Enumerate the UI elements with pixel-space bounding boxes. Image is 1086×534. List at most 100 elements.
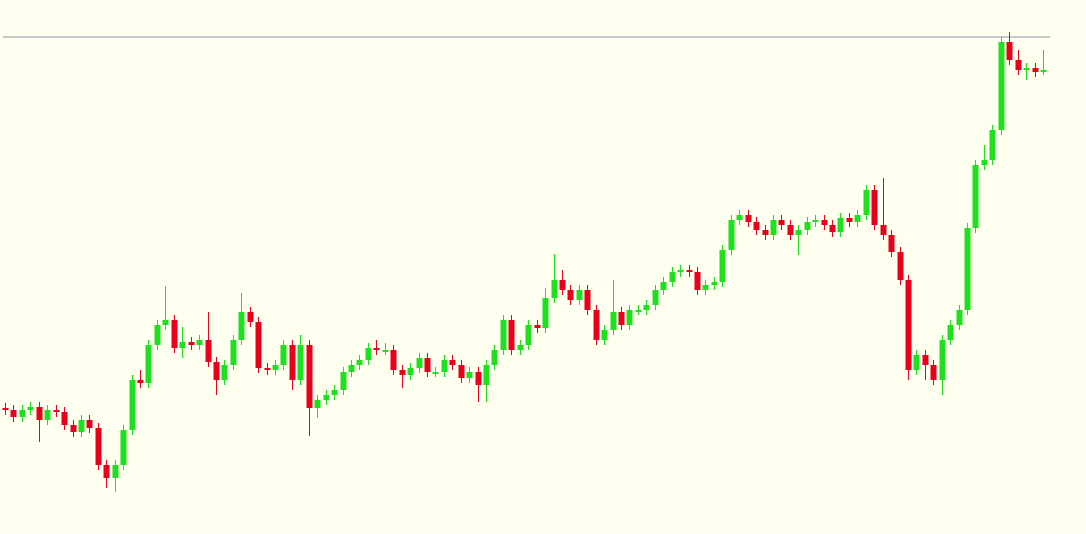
candle-body bbox=[736, 215, 743, 220]
candle-body bbox=[804, 222, 811, 230]
candle-body bbox=[795, 230, 802, 235]
candle-body bbox=[247, 312, 254, 322]
candle-body bbox=[19, 410, 26, 417]
candle-body bbox=[1032, 68, 1039, 72]
candle-body bbox=[129, 380, 136, 430]
candle-body bbox=[86, 420, 93, 428]
candle-body bbox=[517, 345, 524, 350]
candle-body bbox=[669, 272, 676, 282]
candle-body bbox=[829, 225, 836, 232]
candle-body bbox=[812, 220, 819, 222]
candle-body bbox=[205, 340, 212, 362]
candle-body bbox=[964, 228, 971, 310]
candle-body bbox=[1023, 68, 1030, 70]
candle-body bbox=[27, 407, 34, 410]
candle-body bbox=[863, 190, 870, 215]
candle-body bbox=[297, 345, 304, 380]
candle-body bbox=[432, 372, 439, 374]
candle-body bbox=[888, 235, 895, 252]
candle-body bbox=[1015, 60, 1022, 70]
candle-body bbox=[601, 330, 608, 340]
candle-body bbox=[762, 230, 769, 235]
candle-body bbox=[289, 345, 296, 380]
candle-body bbox=[998, 42, 1005, 130]
candle-body bbox=[821, 220, 828, 225]
candle-body bbox=[551, 280, 558, 298]
candle-body bbox=[719, 250, 726, 282]
candle-body bbox=[534, 325, 541, 328]
candle-body bbox=[154, 325, 161, 345]
candle-body bbox=[416, 358, 423, 368]
candle-body bbox=[390, 350, 397, 370]
candle-body bbox=[70, 425, 77, 432]
candle-body bbox=[981, 160, 988, 165]
candle-body bbox=[356, 360, 363, 365]
candle-body bbox=[441, 360, 448, 372]
candle-body bbox=[618, 312, 625, 325]
candle-body bbox=[407, 368, 414, 375]
candle-body bbox=[930, 365, 937, 380]
candle-body bbox=[694, 272, 701, 290]
candle-body bbox=[458, 365, 465, 378]
candle-body bbox=[475, 372, 482, 385]
candle-body bbox=[846, 218, 853, 222]
candle-body bbox=[542, 298, 549, 328]
candle-body bbox=[373, 348, 380, 350]
candle-body bbox=[837, 218, 844, 232]
candle-body bbox=[272, 365, 279, 370]
candle-body bbox=[348, 365, 355, 372]
candle-body bbox=[264, 368, 271, 370]
candle-body bbox=[213, 362, 220, 380]
candle-body bbox=[36, 407, 43, 420]
candle-body bbox=[660, 282, 667, 290]
candle-body bbox=[871, 190, 878, 225]
candle-body bbox=[491, 350, 498, 365]
candle-body bbox=[53, 410, 60, 412]
candle-body bbox=[787, 225, 794, 235]
candle-body bbox=[196, 340, 203, 345]
candle-body bbox=[508, 320, 515, 350]
candle-body bbox=[424, 358, 431, 372]
candle-body bbox=[61, 412, 68, 425]
candle-body bbox=[483, 365, 490, 385]
candle-body bbox=[221, 365, 228, 380]
candle-body bbox=[1040, 70, 1047, 72]
candle-body bbox=[956, 310, 963, 325]
candle-body bbox=[365, 348, 372, 360]
candle-body bbox=[905, 280, 912, 370]
candle-body bbox=[255, 322, 262, 368]
candle-body bbox=[525, 325, 532, 345]
candle-body bbox=[897, 252, 904, 280]
candle-body bbox=[78, 420, 85, 432]
candle-body bbox=[382, 350, 389, 352]
candle-body bbox=[466, 372, 473, 378]
candle-body bbox=[593, 310, 600, 340]
candle-body bbox=[643, 305, 650, 310]
candle-body bbox=[44, 410, 51, 420]
candle-body bbox=[626, 310, 633, 325]
candle-body bbox=[306, 345, 313, 408]
candle-body bbox=[745, 215, 752, 222]
candle-body bbox=[677, 270, 684, 272]
candle-body bbox=[137, 380, 144, 383]
candle-body bbox=[778, 220, 785, 225]
candle-body bbox=[145, 345, 152, 383]
candle-body bbox=[753, 222, 760, 230]
candle-body bbox=[120, 430, 127, 465]
candle-body bbox=[635, 310, 642, 312]
candle-body bbox=[238, 312, 245, 340]
candle-body bbox=[230, 340, 237, 365]
candle-body bbox=[567, 290, 574, 300]
candle-body bbox=[179, 342, 186, 348]
candle-body bbox=[340, 372, 347, 390]
candle-body bbox=[576, 290, 583, 300]
candle-body bbox=[939, 340, 946, 380]
candle-body bbox=[112, 465, 119, 478]
candle-body bbox=[1006, 42, 1013, 60]
candle-body bbox=[280, 345, 287, 365]
candle-body bbox=[947, 325, 954, 340]
candle-body bbox=[95, 428, 102, 465]
candle-body bbox=[331, 390, 338, 395]
candle-body bbox=[188, 342, 195, 345]
